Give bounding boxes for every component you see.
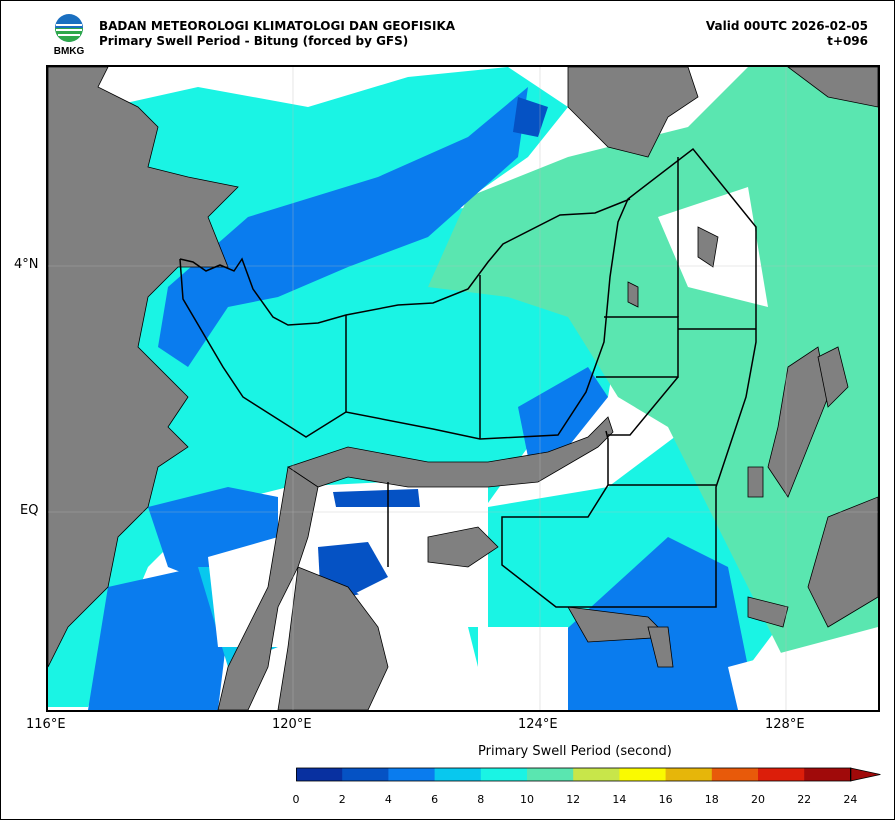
colorbar-segment (296, 768, 343, 781)
svg-text:BMKG: BMKG (54, 46, 85, 56)
lon-tick-116: 116°E (26, 717, 66, 732)
graticule (48, 67, 878, 710)
colorbar-tick-label: 20 (751, 793, 765, 806)
valid-time: Valid 00UTC 2026-02-05 (705, 19, 868, 33)
header-right: Valid 00UTC 2026-02-05 t+096 (706, 19, 868, 49)
colorbar (296, 767, 881, 795)
colorbar-segment (573, 768, 620, 781)
colorbar-tick-label: 12 (566, 793, 581, 806)
header-left: BADAN METEOROLOGI KLIMATOLOGI DAN GEOFIS… (99, 19, 455, 49)
colorbar-tick-label: 24 (843, 793, 858, 806)
colorbar-tick-label: 8 (477, 793, 485, 806)
colorbar-segment (388, 768, 436, 781)
colorbar-tick-label: 22 (797, 793, 812, 806)
colorbar-segment (480, 768, 528, 781)
colorbar-tick-label: 16 (658, 793, 673, 806)
colorbar-segment (434, 768, 482, 781)
colorbar-outline (296, 767, 852, 782)
colorbar-segment (527, 768, 574, 781)
colorbar-extend-arrow (850, 767, 881, 782)
colorbar-segment (619, 768, 667, 781)
region-boundaries (179, 147, 757, 608)
colorbar-tick-label: 14 (612, 793, 627, 806)
bmkg-logo: BMKG (50, 12, 88, 57)
swell-field-layer (48, 67, 878, 710)
colorbar-title: Primary Swell Period (second) (478, 744, 672, 759)
land-layer (48, 67, 878, 710)
lon-tick-124: 124°E (518, 717, 558, 732)
lon-tick-128: 128°E (765, 717, 805, 732)
colorbar-segment (665, 768, 713, 781)
swell-period-map (46, 65, 880, 712)
lon-tick-120: 120°E (272, 717, 312, 732)
colorbar-tick-label: 18 (704, 793, 719, 806)
colorbar-segment (804, 768, 851, 781)
colorbar-segment (342, 768, 389, 781)
product-title: Primary Swell Period - Bitung (forced by… (99, 34, 409, 48)
colorbar-tick-label: 2 (338, 793, 346, 806)
colorbar-tick-label: 4 (384, 793, 392, 806)
lat-tick-eq: EQ (20, 503, 39, 518)
lead-time: t+096 (827, 34, 868, 48)
colorbar-tick-label: 10 (520, 793, 534, 806)
colorbar-segment (758, 768, 805, 781)
colorbar-tick-label: 0 (292, 793, 300, 806)
agency-title: BADAN METEOROLOGI KLIMATOLOGI DAN GEOFIS… (99, 19, 456, 33)
colorbar-segment (711, 768, 759, 781)
lat-tick-4n: 4°N (14, 257, 39, 272)
colorbar-tick-label: 6 (431, 793, 439, 806)
